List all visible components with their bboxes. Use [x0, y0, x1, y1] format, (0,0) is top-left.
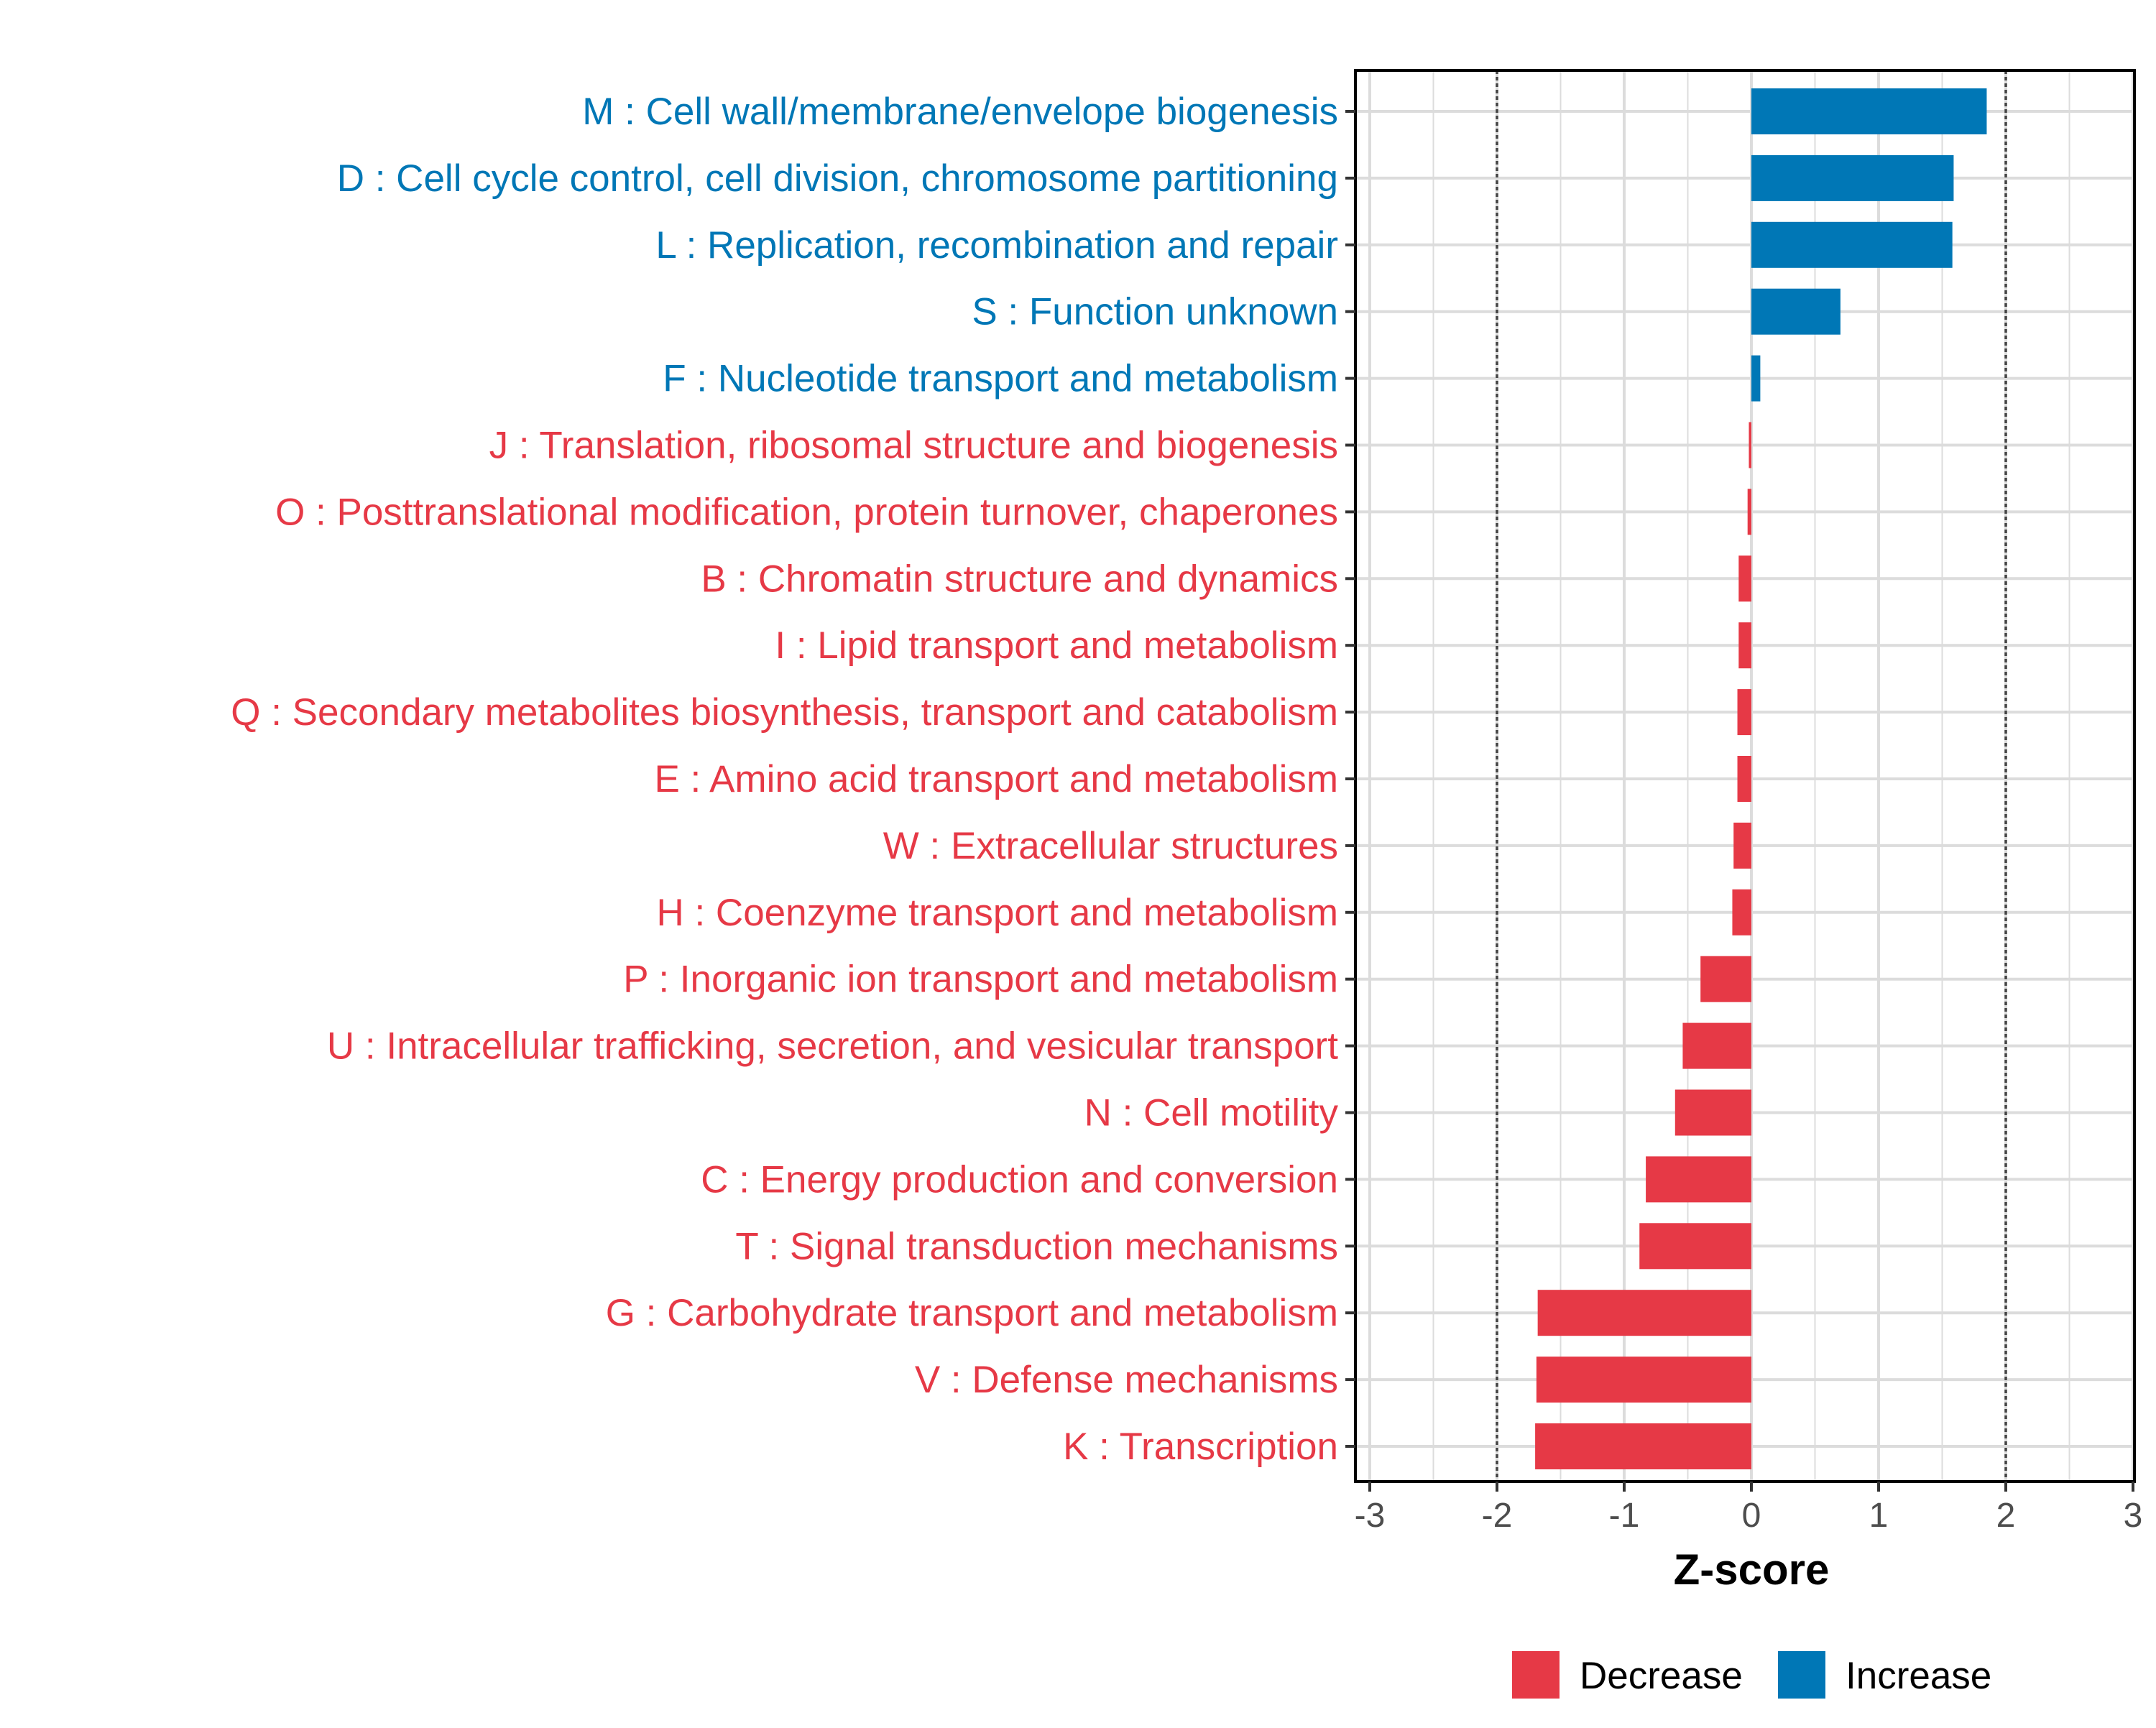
category-label: G : Carbohydrate transport and metabolis…: [606, 1292, 1338, 1334]
category-label: U : Intracellular trafficking, secretion…: [327, 1025, 1338, 1068]
bar: [1747, 489, 1751, 535]
category-label: L : Replication, recombination and repai…: [655, 224, 1338, 267]
bar: [1639, 1223, 1751, 1270]
legend-swatch: [1778, 1651, 1825, 1699]
category-label: H : Coenzyme transport and metabolism: [656, 892, 1338, 934]
bar: [1535, 1423, 1751, 1469]
category-label: O : Posttranslational modification, prot…: [275, 491, 1338, 533]
bar: [1732, 889, 1751, 935]
category-label: Q : Secondary metabolites biosynthesis, …: [231, 691, 1338, 734]
bar: [1536, 1357, 1751, 1403]
category-label: V : Defense mechanisms: [915, 1359, 1338, 1401]
x-tick-label: 1: [1869, 1497, 1889, 1535]
bar: [1749, 422, 1751, 468]
bar: [1751, 154, 1954, 201]
category-label: P : Inorganic ion transport and metaboli…: [623, 958, 1338, 1001]
bar: [1751, 88, 1987, 134]
x-tick-label: 2: [1996, 1497, 2016, 1535]
legend: Decrease Increase: [1512, 1651, 1991, 1699]
x-tick-label: -1: [1609, 1497, 1640, 1535]
category-label: N : Cell motility: [1084, 1092, 1339, 1135]
category-label: W : Extracellular structures: [883, 825, 1338, 867]
legend-label: Increase: [1846, 1655, 1991, 1697]
bar: [1737, 756, 1751, 802]
bar: [1751, 355, 1761, 402]
bar: [1682, 1022, 1751, 1069]
legend-swatch: [1512, 1651, 1560, 1699]
category-label: I : Lipid transport and metabolism: [775, 624, 1338, 667]
x-tick-label: -2: [1482, 1497, 1513, 1535]
category-label: J : Translation, ribosomal structure and…: [489, 425, 1338, 467]
category-label: T : Signal transduction mechanisms: [735, 1225, 1338, 1267]
x-axis: -3 -2 -1 0 1 2 3: [1355, 1482, 2143, 1535]
x-tick-label: 3: [2124, 1497, 2143, 1535]
category-label: K : Transcription: [1063, 1426, 1338, 1468]
category-label: C : Energy production and conversion: [701, 1158, 1338, 1201]
bars: [1535, 88, 1987, 1469]
bar: [1646, 1156, 1751, 1203]
bar: [1751, 221, 1953, 268]
category-label: F : Nucleotide transport and metabolism: [663, 358, 1338, 400]
y-axis: M : Cell wall/membrane/envelope biogenes…: [231, 91, 1355, 1468]
category-label: E : Amino acid transport and metabolism: [654, 758, 1338, 800]
bar: [1674, 1089, 1751, 1136]
reference-lines: [1496, 70, 2007, 1482]
bar: [1737, 689, 1751, 736]
plot-frame: [1354, 69, 2136, 1483]
category-label: S : Function unknown: [972, 291, 1338, 333]
bar: [1537, 1290, 1751, 1336]
x-tick-label: 0: [1742, 1497, 1761, 1535]
category-label: B : Chromatin structure and dynamics: [701, 558, 1338, 600]
bar: [1751, 288, 1841, 335]
bar: [1733, 822, 1751, 869]
category-label: M : Cell wall/membrane/envelope biogenes…: [582, 91, 1338, 133]
x-axis-title: Z-score: [1674, 1546, 1830, 1594]
category-label: D : Cell cycle control, cell division, c…: [337, 157, 1338, 200]
legend-label: Decrease: [1580, 1655, 1743, 1697]
bar: [1738, 622, 1751, 669]
bar: [1738, 555, 1751, 602]
bar: [1700, 956, 1751, 1002]
x-tick-label: -3: [1355, 1497, 1386, 1535]
